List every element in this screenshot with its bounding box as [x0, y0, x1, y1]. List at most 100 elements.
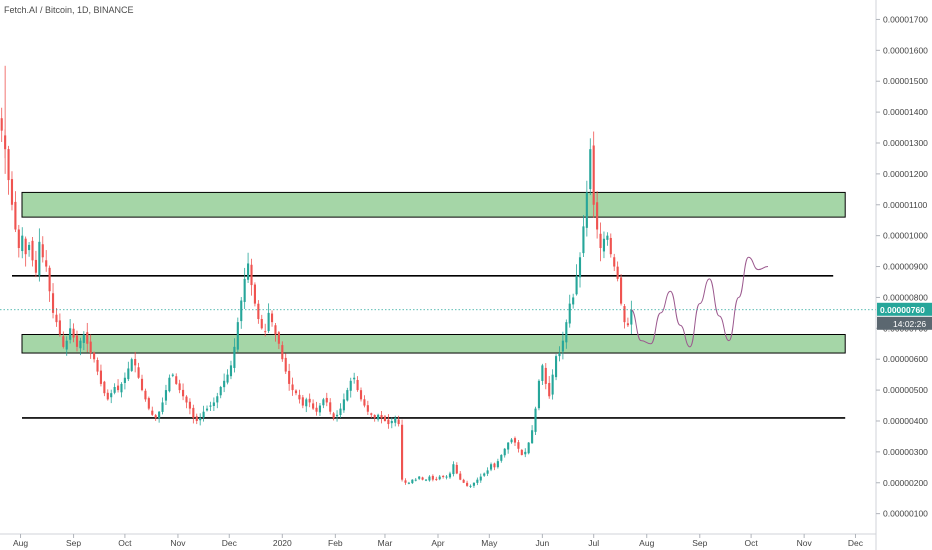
candle-body — [277, 332, 280, 344]
candle-body — [472, 482, 475, 486]
candle-body — [175, 376, 178, 384]
candle-body — [260, 318, 263, 329]
candle-body — [171, 374, 174, 376]
candle-body — [421, 477, 424, 480]
candle-body — [630, 309, 633, 325]
y-tick-label: 0.00000500 — [883, 385, 928, 395]
x-tick-label: Jul — [588, 538, 599, 548]
candle-body — [455, 464, 458, 474]
candle-body — [308, 398, 311, 403]
candle-body — [329, 402, 332, 412]
candle-body — [568, 303, 571, 324]
candle-body — [69, 328, 72, 340]
x-tick-label: Nov — [170, 538, 186, 548]
candle-body — [558, 353, 561, 357]
candle-body — [496, 461, 499, 468]
y-tick-label: 0.00001600 — [883, 45, 928, 55]
candle-body — [596, 202, 599, 230]
y-tick-label: 0.00001300 — [883, 138, 928, 148]
x-tick-label: Apr — [431, 538, 444, 548]
candle-body — [383, 416, 387, 421]
candle-body — [322, 399, 325, 406]
candle-body — [209, 405, 212, 407]
candle-body — [164, 390, 168, 401]
candle-body — [613, 257, 616, 267]
candle-body — [243, 278, 246, 302]
candle-body — [253, 284, 256, 304]
price-axis[interactable]: 0.00000100 0.00000200 0.00000300 0.00000400… — [876, 14, 928, 519]
y-tick-label: 0.00001000 — [883, 231, 928, 241]
candle-body — [267, 312, 270, 332]
candle-body — [178, 383, 181, 391]
candle-body — [182, 389, 185, 397]
candle-body — [520, 449, 523, 455]
candle-body — [161, 402, 164, 412]
candle-body — [527, 442, 530, 454]
candle-body — [106, 392, 109, 400]
candle-body — [626, 323, 629, 326]
candle-body — [332, 413, 335, 418]
candle-body — [305, 399, 308, 407]
candle-body — [188, 401, 191, 409]
candle-body — [349, 380, 352, 391]
y-tick-label: 0.00000900 — [883, 262, 928, 272]
x-tick-label: Jun — [536, 538, 550, 548]
candle-body — [363, 399, 366, 406]
candle-body — [233, 346, 236, 368]
candle-body — [185, 396, 188, 403]
x-tick-label: Oct — [744, 538, 758, 548]
candle-body — [110, 393, 113, 398]
candle-body — [592, 145, 595, 205]
candle-body — [404, 480, 407, 483]
last-price-badge — [877, 302, 932, 316]
chart-title: Fetch.AI / Bitcoin, 1D, BINANCE — [4, 5, 134, 15]
candle-body — [513, 438, 517, 443]
candle-body — [58, 320, 61, 335]
candle-body — [274, 325, 277, 335]
candle-body — [93, 352, 96, 360]
candle-body — [10, 179, 14, 205]
candle-body — [216, 396, 219, 403]
candle-body — [79, 340, 82, 349]
candle-body — [281, 345, 284, 360]
candle-body — [346, 390, 349, 401]
candle-body — [318, 405, 322, 413]
candle-body — [195, 416, 198, 421]
candle-body — [301, 397, 304, 406]
candle-body — [599, 233, 602, 249]
candle-body — [435, 478, 438, 480]
price-zone — [21, 333, 846, 354]
candle-body — [442, 476, 445, 478]
candle-body — [493, 463, 496, 468]
candle-body — [130, 359, 133, 371]
candle-body — [503, 448, 506, 456]
candle-body — [394, 417, 397, 423]
candle-body — [75, 335, 79, 347]
candle-body — [288, 370, 291, 384]
candle-body — [147, 398, 150, 409]
candle-body — [51, 293, 55, 313]
candle-body — [356, 379, 359, 391]
candle-body — [575, 275, 578, 295]
candle-body — [264, 331, 267, 333]
candle-body — [41, 244, 44, 258]
candle-body — [462, 479, 465, 483]
candle-body — [366, 405, 369, 412]
candle-body — [140, 378, 144, 391]
y-tick-label: 0.00001500 — [883, 76, 928, 86]
candle-body — [62, 336, 65, 347]
candle-body — [589, 149, 592, 190]
candle-body — [359, 390, 363, 400]
candle-body — [411, 479, 414, 484]
candle-body — [127, 368, 130, 380]
candle-body — [534, 408, 537, 432]
candle-body — [294, 390, 298, 394]
x-tick-label: Sep — [692, 538, 707, 548]
candle-body — [284, 357, 287, 372]
candle-body — [240, 300, 243, 322]
candle-body — [31, 240, 34, 261]
candle-body — [229, 365, 233, 377]
time-axis[interactable]: Aug Sep Oct Nov Dec 2020 Feb Mar Apr May Jun Jul Aug… — [13, 534, 864, 548]
candle-body — [291, 384, 294, 391]
